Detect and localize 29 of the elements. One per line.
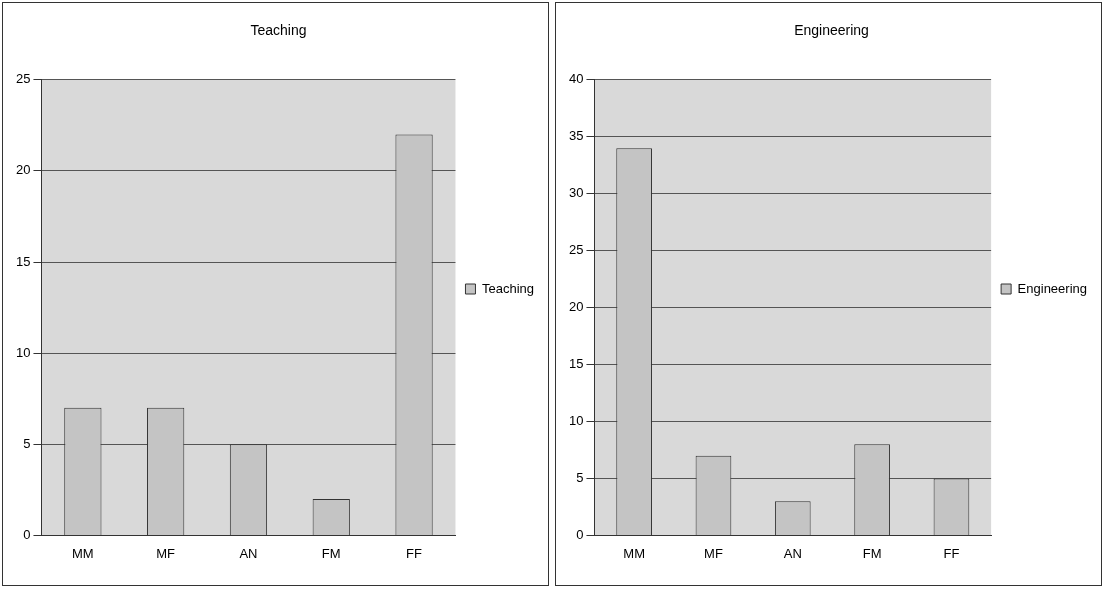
y-tick-label: 5 xyxy=(576,470,584,486)
y-tick-label: 40 xyxy=(568,71,584,87)
y-tick-label: 35 xyxy=(568,128,584,144)
legend-label: Teaching xyxy=(481,280,535,296)
y-tick-label: 0 xyxy=(576,526,584,542)
y-tick-label: 10 xyxy=(15,344,31,360)
legend-label: Engineering xyxy=(1017,280,1087,296)
y-tick-label: 5 xyxy=(23,435,31,451)
y-tick-label: 25 xyxy=(568,242,584,258)
chart-title: Teaching xyxy=(250,22,307,39)
y-tick-label: 0 xyxy=(23,526,31,542)
y-tick-label: 10 xyxy=(568,413,584,429)
x-tick-label: MF xyxy=(156,545,176,561)
x-tick-label: FF xyxy=(406,545,423,561)
x-tick-label: FM xyxy=(862,545,882,561)
y-tick-label: 15 xyxy=(15,253,31,269)
y-tick-label: 30 xyxy=(568,185,584,201)
x-tick-label: FF xyxy=(943,545,960,561)
y-tick-label: 20 xyxy=(15,162,31,178)
x-tick-label: AN xyxy=(783,545,802,561)
x-tick-label: MF xyxy=(704,545,723,561)
chart-title: Engineering xyxy=(794,22,869,39)
y-tick-label: 20 xyxy=(568,299,584,315)
y-tick-label: 15 xyxy=(568,356,584,372)
x-tick-label: AN xyxy=(239,545,258,561)
y-tick-label: 25 xyxy=(15,71,31,87)
x-tick-label: MM xyxy=(623,545,645,561)
x-tick-label: MM xyxy=(72,545,94,561)
x-tick-label: FM xyxy=(321,545,341,561)
